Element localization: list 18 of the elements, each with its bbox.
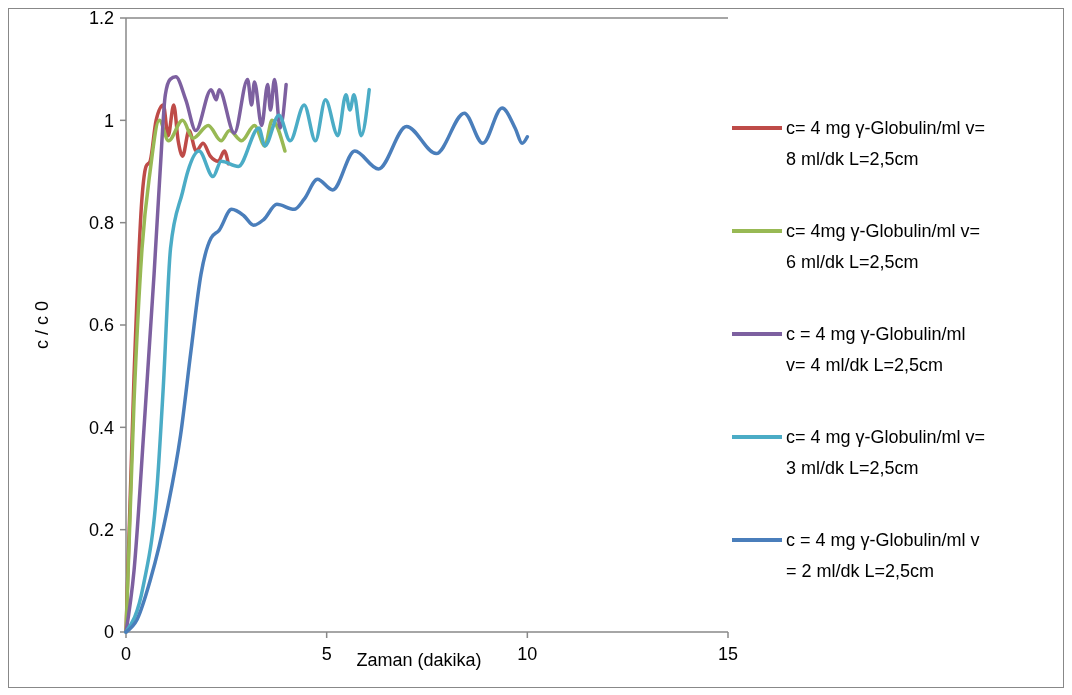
x-tick-label: 0 xyxy=(120,644,132,664)
legend-label: c= 4mg γ-Globulin/ml v= 6 ml/dk L=2,5cm xyxy=(786,221,981,272)
y-tick-label: 0 xyxy=(103,622,114,643)
legend-label: c= 4 mg γ-Globulin/ml v= 8 ml/dk L=2,5cm xyxy=(786,118,986,169)
legend-label: c = 4 mg γ-Globulin/ml v = 2 ml/dk L=2,5cm xyxy=(786,530,980,581)
x-tick-label: 15 xyxy=(717,644,739,664)
y-tick-label: 1 xyxy=(103,110,114,131)
y-axis-title: c / c 0 xyxy=(32,300,52,350)
y-tick-label: 0.2 xyxy=(88,519,114,540)
y-tick-label: 0.6 xyxy=(88,315,114,336)
legend-label: c= 4 mg γ-Globulin/ml v= 3 ml/dk L=2,5cm xyxy=(786,427,986,478)
y-tick-label: 1.2 xyxy=(88,8,114,29)
y-tick-label: 0.4 xyxy=(88,417,114,438)
x-tick-label: 10 xyxy=(517,644,538,664)
y-tick-label: 0.8 xyxy=(88,212,114,233)
legend-label: c = 4 mg γ-Globulin/ml v= 4 ml/dk L=2,5cm xyxy=(786,324,966,375)
x-tick-label: 5 xyxy=(321,644,332,664)
x-axis-title: Zaman (dakika) xyxy=(356,650,482,670)
